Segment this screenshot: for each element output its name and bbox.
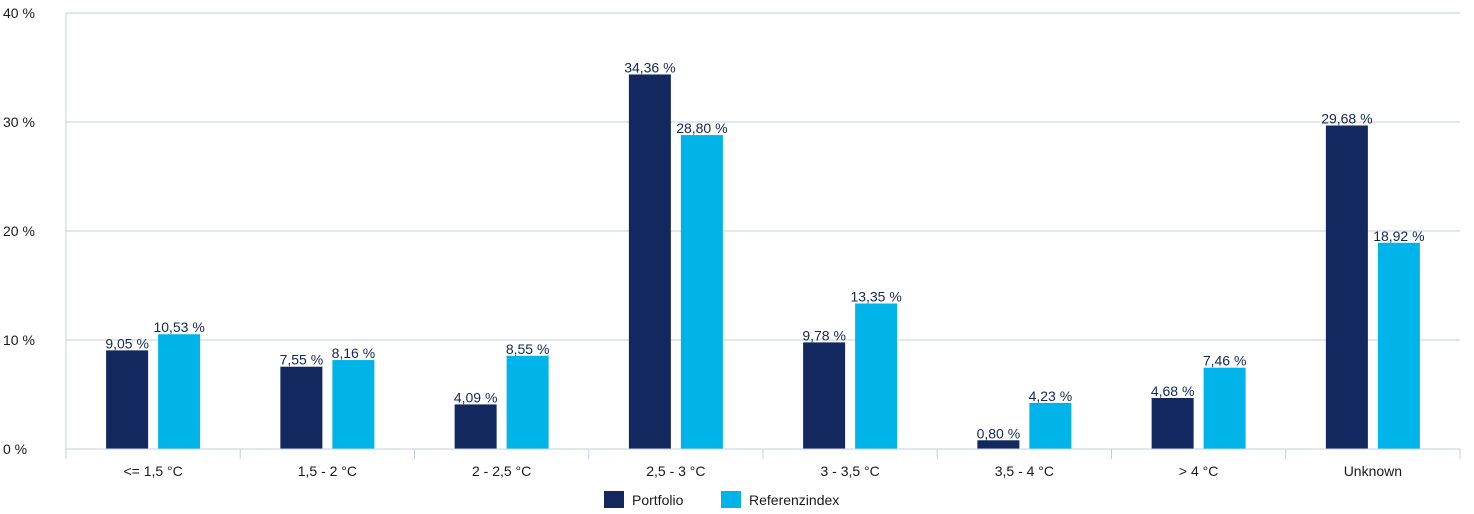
data-label: 7,55 % — [280, 352, 324, 368]
x-axis: <= 1,5 °C 1,5 - 2 °C 2 - 2,5 °C 2,5 - 3 °C 3… — [66, 448, 1461, 479]
data-label: 34,36 % — [624, 59, 675, 75]
data-label: 4,09 % — [454, 389, 498, 405]
bar-portfolio — [1151, 397, 1194, 449]
bar-portfolio — [1325, 125, 1368, 449]
data-label: 0,80 % — [977, 425, 1021, 441]
data-label: 13,35 % — [850, 288, 901, 304]
y-tick-label: 40 % — [3, 5, 35, 21]
data-label: 9,78 % — [802, 327, 846, 343]
legend-referenzindex-swatch — [721, 491, 741, 508]
gridlines — [66, 12, 1460, 450]
x-tick-label: <= 1,5 °C — [123, 463, 182, 479]
y-tick-label: 0 % — [3, 441, 27, 457]
y-tick-label: 10 % — [3, 332, 35, 348]
legend-portfolio-swatch — [604, 491, 624, 508]
data-label: 7,46 % — [1203, 353, 1247, 369]
data-label: 4,23 % — [1029, 388, 1073, 404]
data-labels: 9,05 %10,53 % 7,55 % 8,16 % 4,09 % 8,55 % 34,… — [105, 59, 1424, 441]
x-tick-label: 2 - 2,5 °C — [472, 463, 531, 479]
bar-portfolio — [977, 440, 1020, 449]
data-label: 29,68 % — [1321, 110, 1372, 126]
y-tick-label: 30 % — [3, 114, 35, 130]
legend: Portfolio Referenzindex — [604, 491, 839, 508]
y-tick-label: 20 % — [3, 223, 35, 239]
data-label: 8,16 % — [332, 345, 376, 361]
bar-referenzindex — [158, 334, 201, 449]
x-tick-label: 1,5 - 2 °C — [298, 463, 357, 479]
bar-referenzindex — [332, 360, 375, 449]
bar-portfolio — [280, 366, 323, 449]
x-tick-label: Unknown — [1344, 463, 1402, 479]
x-tick-label: > 4 °C — [1179, 463, 1218, 479]
x-tick-label: 3 - 3,5 °C — [820, 463, 879, 479]
bar-referenzindex — [855, 303, 898, 449]
bar-referenzindex — [506, 355, 549, 449]
bar-referenzindex — [1377, 242, 1420, 449]
bar-portfolio — [454, 404, 497, 449]
bar-referenzindex — [680, 135, 723, 449]
data-label: 4,68 % — [1151, 383, 1195, 399]
legend-portfolio-label: Portfolio — [632, 492, 684, 508]
data-label: 10,53 % — [153, 319, 204, 335]
bar-referenzindex — [1203, 367, 1246, 449]
bar-portfolio — [106, 350, 149, 449]
x-tick-label: 3,5 - 4 °C — [995, 463, 1054, 479]
x-tick-label: 2,5 - 3 °C — [646, 463, 705, 479]
data-label: 8,55 % — [506, 341, 550, 357]
data-label: 28,80 % — [676, 120, 727, 136]
y-axis: 0 % 10 % 20 % 30 % 40 % — [3, 5, 67, 459]
data-label: 9,05 % — [105, 335, 149, 351]
bar-referenzindex — [1029, 402, 1072, 449]
data-label: 18,92 % — [1373, 228, 1424, 244]
legend-referenzindex-label: Referenzindex — [749, 492, 839, 508]
bar-portfolio — [803, 342, 846, 449]
bars — [106, 74, 1420, 449]
bar-portfolio — [628, 74, 671, 449]
